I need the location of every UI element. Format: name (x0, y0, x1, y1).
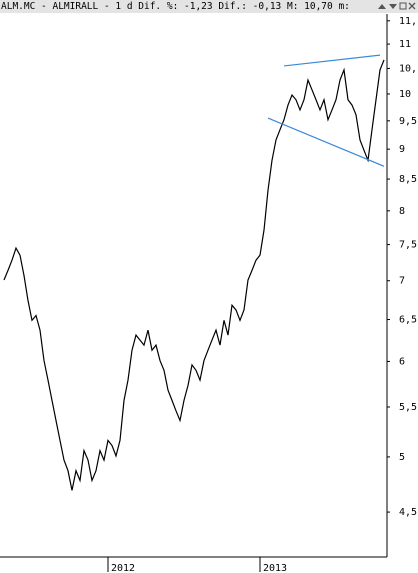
max-button[interactable] (399, 2, 407, 10)
y-tick-label: 5,5 (399, 402, 417, 413)
trendline (267, 117, 385, 167)
y-tick-label: 6,5 (399, 315, 417, 326)
y-tick-label: 5 (399, 452, 405, 463)
y-tick-label: 10 (399, 89, 411, 100)
title-bar (0, 0, 418, 13)
y-tick-label: 8,5 (399, 174, 417, 185)
x-tick-label: 2013 (263, 563, 287, 573)
y-tick-label: 9,5 (399, 116, 417, 127)
close-button[interactable] (408, 2, 416, 10)
chart-title: ALM.MC - ALMIRALL - 1 d Dif. %: -1,23 Di… (1, 1, 350, 12)
y-tick-label: 11 (399, 39, 411, 50)
up-button[interactable] (378, 4, 386, 9)
y-tick-label: 6 (399, 356, 405, 367)
window-buttons[interactable] (373, 1, 417, 12)
y-tick-label: 7 (399, 276, 405, 287)
down-button[interactable] (389, 4, 397, 9)
y-tick-label: 8 (399, 206, 405, 217)
y-tick-label: 11, (399, 16, 417, 27)
y-tick-label: 9 (399, 144, 405, 155)
y-tick-label: 4,5 (399, 507, 417, 518)
price-line (3, 59, 385, 491)
trendline (283, 54, 381, 67)
y-tick-label: 10, (399, 63, 417, 74)
x-tick-label: 2012 (111, 563, 135, 573)
y-tick-label: 7,5 (399, 240, 417, 251)
